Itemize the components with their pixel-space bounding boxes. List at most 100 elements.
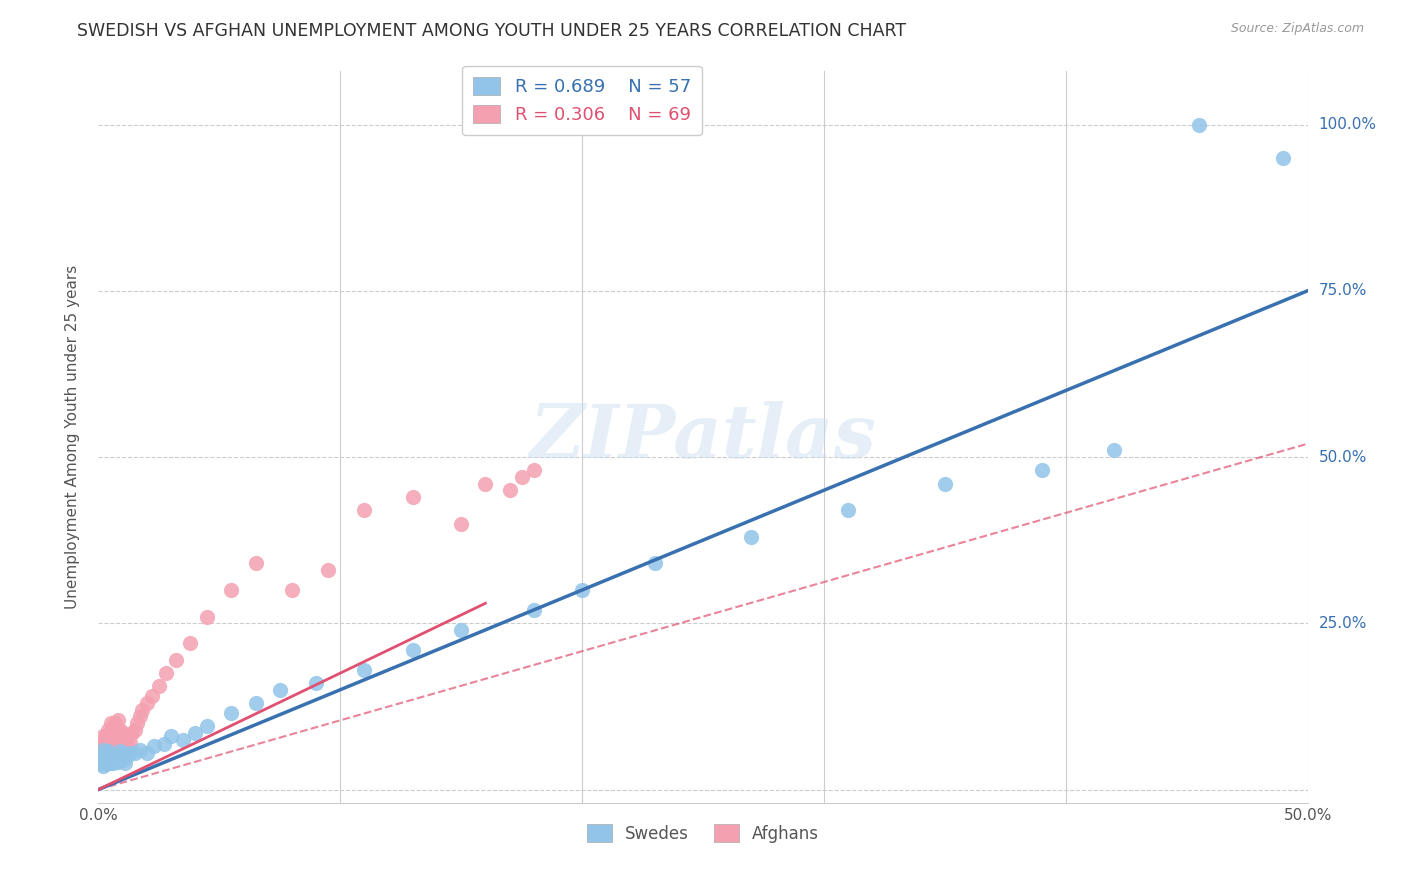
Point <box>101 755 124 769</box>
Point <box>90 742 112 756</box>
Point <box>1272 151 1295 165</box>
Point <box>94 746 117 760</box>
Point <box>108 744 131 758</box>
Point <box>402 490 425 504</box>
Point <box>128 709 150 723</box>
Point <box>1188 118 1211 132</box>
Point <box>474 476 496 491</box>
Point <box>94 750 117 764</box>
Point <box>124 723 146 737</box>
Point <box>128 742 150 756</box>
Point <box>97 755 120 769</box>
Point <box>571 582 593 597</box>
Point <box>221 706 243 720</box>
Point <box>498 483 520 498</box>
Point <box>114 742 136 756</box>
Point <box>135 696 157 710</box>
Point <box>353 663 375 677</box>
Point <box>104 753 127 767</box>
Point <box>114 756 136 770</box>
Point <box>97 723 120 737</box>
Point <box>100 749 122 764</box>
Point <box>91 739 114 754</box>
Point <box>127 716 149 731</box>
Point <box>97 744 120 758</box>
Point <box>90 749 112 764</box>
Point <box>94 756 117 770</box>
Point <box>118 736 141 750</box>
Point <box>94 756 117 770</box>
Text: 25.0%: 25.0% <box>1319 615 1367 631</box>
Point <box>97 742 120 756</box>
Point <box>1102 443 1125 458</box>
Point <box>402 643 425 657</box>
Point <box>111 746 134 760</box>
Point <box>90 756 112 770</box>
Text: 100.0%: 100.0% <box>1319 117 1376 132</box>
Text: ZIPatlas: ZIPatlas <box>530 401 876 474</box>
Point <box>108 749 131 764</box>
Point <box>91 742 114 756</box>
Point <box>152 737 174 751</box>
Text: 50.0%: 50.0% <box>1319 450 1367 465</box>
Text: 75.0%: 75.0% <box>1319 284 1367 298</box>
Point <box>94 757 117 772</box>
Point <box>195 609 218 624</box>
Point <box>523 463 546 477</box>
Point <box>135 746 157 760</box>
Point <box>111 736 134 750</box>
Point <box>184 726 207 740</box>
Point <box>100 756 122 770</box>
Point <box>837 503 859 517</box>
Point <box>141 690 163 704</box>
Point <box>104 716 127 731</box>
Point <box>148 680 170 694</box>
Point <box>107 750 129 764</box>
Point <box>523 603 546 617</box>
Point <box>100 726 122 740</box>
Point <box>90 749 112 764</box>
Point <box>172 732 194 747</box>
Point <box>179 636 201 650</box>
Point <box>165 653 187 667</box>
Point <box>269 682 291 697</box>
Point <box>91 729 114 743</box>
Point <box>114 732 136 747</box>
Point <box>101 749 124 764</box>
Point <box>94 742 117 756</box>
Point <box>100 749 122 764</box>
Point <box>101 729 124 743</box>
Point <box>111 753 134 767</box>
Point <box>107 734 129 748</box>
Point <box>644 557 666 571</box>
Point <box>305 676 328 690</box>
Point <box>245 557 267 571</box>
Point <box>100 753 122 767</box>
Point <box>934 476 956 491</box>
Point <box>353 503 375 517</box>
Point <box>97 747 120 762</box>
Point <box>104 736 127 750</box>
Point <box>108 723 131 737</box>
Point <box>155 666 177 681</box>
Point <box>91 746 114 760</box>
Point <box>111 726 134 740</box>
Point <box>111 746 134 760</box>
Point <box>94 753 117 767</box>
Point <box>117 739 139 754</box>
Point <box>100 736 122 750</box>
Point <box>91 736 114 750</box>
Point <box>450 623 472 637</box>
Point <box>450 516 472 531</box>
Point <box>108 742 131 756</box>
Point <box>91 749 114 764</box>
Point <box>107 723 129 738</box>
Point <box>221 582 243 597</box>
Point <box>90 756 112 770</box>
Point <box>108 732 131 747</box>
Point <box>143 739 166 754</box>
Point <box>117 729 139 743</box>
Point <box>94 736 117 750</box>
Point <box>107 755 129 769</box>
Point <box>90 753 112 767</box>
